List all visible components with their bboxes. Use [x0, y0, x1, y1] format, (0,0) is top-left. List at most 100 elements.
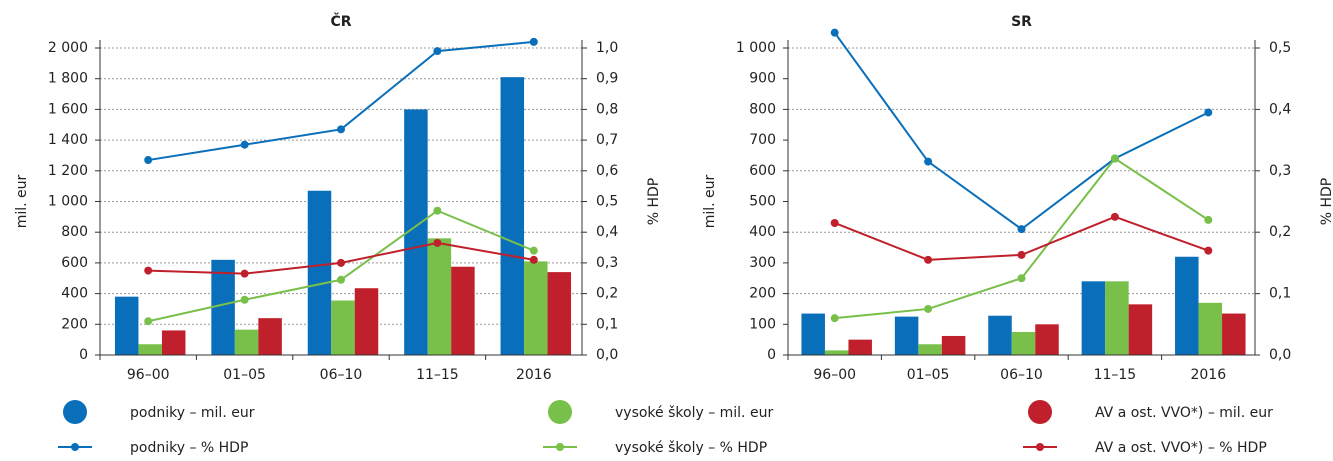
bar — [1175, 256, 1199, 355]
line-point — [433, 238, 442, 247]
y-axis-label: mil. eur — [702, 174, 718, 228]
y2-tick-label: 0,4 — [596, 224, 618, 240]
line-point — [144, 317, 153, 326]
line-point — [1017, 250, 1026, 259]
legend-marker — [1036, 443, 1044, 451]
bar — [801, 313, 825, 355]
y-tick-label: 600 — [61, 255, 88, 271]
bar — [307, 190, 332, 355]
bar — [988, 315, 1012, 355]
line-point — [924, 255, 933, 264]
y-tick-label: 200 — [749, 286, 776, 302]
bar — [941, 335, 966, 355]
line-point — [240, 295, 249, 304]
bar — [1128, 304, 1153, 355]
line-point — [1110, 212, 1119, 221]
line — [833, 32, 1209, 231]
legend-label: AV a ost. VVO*) – mil. eur — [1095, 405, 1273, 421]
legend-label: podniky – mil. eur — [130, 405, 255, 421]
line-point — [240, 269, 249, 278]
line-point — [1017, 225, 1026, 234]
y-tick-label: 0 — [767, 347, 776, 363]
y-tick-label: 1 600 — [48, 101, 88, 117]
x-tick-label: 06–10 — [320, 367, 363, 383]
chart-title: SR — [1011, 14, 1032, 30]
y-tick-label: 500 — [749, 194, 776, 210]
legend-label: vysoké školy – % HDP — [615, 440, 767, 456]
line-point — [433, 47, 442, 56]
bar — [1198, 302, 1223, 355]
legend-marker — [71, 443, 79, 451]
line-point — [830, 218, 839, 227]
line-point — [1204, 108, 1213, 117]
y-tick-label: 1 800 — [48, 71, 88, 87]
y-axis-label: mil. eur — [14, 174, 30, 228]
y-tick-label: 2 000 — [48, 40, 88, 56]
line-point — [144, 156, 153, 165]
line-point — [529, 255, 538, 264]
bar — [258, 318, 282, 355]
y-tick-label: 200 — [61, 316, 88, 332]
chart-title: ČR — [330, 12, 351, 30]
line-point — [924, 304, 933, 313]
legend-label: vysoké školy – mil. eur — [615, 405, 773, 421]
x-tick-label: 11–15 — [1094, 367, 1137, 383]
y2-tick-label: 0,3 — [1269, 163, 1291, 179]
bar — [427, 238, 452, 355]
x-tick-label: 06–10 — [1000, 367, 1043, 383]
bar — [211, 259, 235, 355]
y2-tick-label: 0,1 — [596, 316, 618, 332]
y-tick-label: 400 — [61, 286, 88, 302]
bar — [161, 330, 186, 355]
bar — [331, 300, 355, 355]
bar — [524, 261, 548, 355]
line-point — [529, 37, 538, 46]
y-tick-label: 700 — [749, 132, 776, 148]
bar — [138, 344, 162, 355]
y-tick-label: 0 — [79, 347, 88, 363]
y2-tick-label: 0,9 — [596, 71, 618, 87]
y-tick-label: 800 — [61, 224, 88, 240]
line-point — [1110, 154, 1119, 163]
y2-tick-label: 0,4 — [1269, 101, 1291, 117]
bar — [234, 329, 259, 355]
y2-tick-label: 0,2 — [1269, 224, 1291, 240]
bar — [1035, 324, 1059, 355]
y2-tick-label: 0,5 — [596, 194, 618, 210]
bar — [1011, 331, 1036, 355]
bar — [1222, 313, 1246, 355]
bar — [1105, 281, 1129, 355]
bar — [404, 109, 428, 356]
y-tick-label: 100 — [749, 316, 776, 332]
line — [148, 241, 534, 275]
x-tick-label: 11–15 — [416, 367, 459, 383]
y2-tick-label: 0,5 — [1269, 40, 1291, 56]
line-point — [240, 140, 249, 149]
bar — [451, 266, 475, 355]
y2-tick-label: 1,0 — [596, 40, 618, 56]
y2-tick-label: 0,1 — [1269, 286, 1291, 302]
line-point — [337, 275, 345, 284]
y2-tick-label: 0,2 — [596, 286, 618, 302]
legend-marker — [1028, 400, 1052, 424]
y2-tick-label: 0,6 — [596, 163, 618, 179]
y-tick-label: 1 000 — [48, 194, 88, 210]
line-point — [529, 246, 538, 255]
bar — [894, 316, 919, 355]
line-point — [433, 206, 442, 215]
y2-tick-label: 0,3 — [596, 255, 618, 271]
y2-tick-label: 0,0 — [596, 347, 618, 363]
x-tick-label: 96–00 — [127, 367, 170, 383]
y-tick-label: 300 — [749, 255, 776, 271]
legend-marker — [63, 400, 87, 424]
line — [148, 40, 534, 162]
legend-label: podniky – % HDP — [130, 440, 248, 456]
y-tick-label: 900 — [749, 71, 776, 87]
line — [834, 157, 1209, 320]
line-point — [337, 258, 345, 267]
bar — [500, 77, 525, 355]
y2-tick-label: 0,0 — [1269, 347, 1291, 363]
y-tick-label: 1 200 — [48, 163, 88, 179]
y2-axis-label: % HDP — [1319, 178, 1333, 226]
